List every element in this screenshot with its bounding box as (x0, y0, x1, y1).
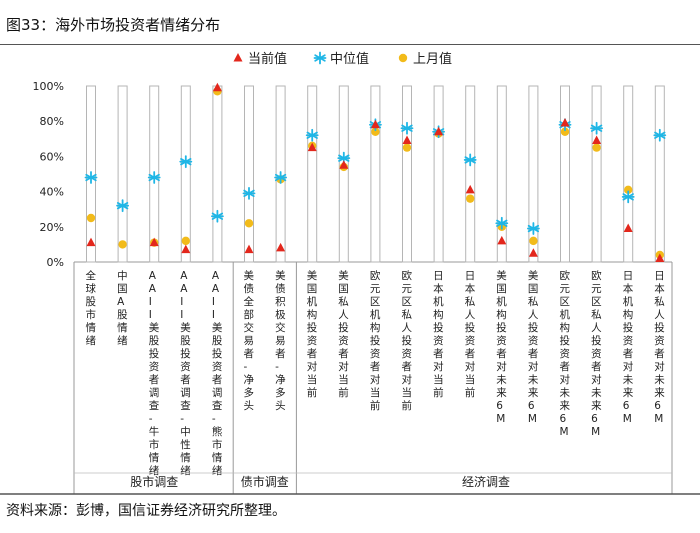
marker-median (463, 153, 477, 167)
range-bar (496, 85, 507, 263)
range-bar (370, 85, 381, 263)
marker-current (623, 223, 633, 233)
range-bar (623, 85, 634, 263)
legend-label-current: 当前值 (248, 51, 287, 67)
range-bar (465, 85, 476, 263)
marker-last_month (624, 185, 633, 195)
y-tick-label: 40% (40, 186, 64, 199)
marker-current (497, 235, 507, 245)
group-label: 经济调查 (462, 474, 510, 489)
group-label: 债市调查 (241, 474, 289, 489)
marker-current (465, 184, 475, 194)
marker-median (400, 121, 414, 135)
marker-median (274, 171, 288, 184)
marker-current (244, 244, 254, 254)
category-label: A A I I 美股投资者调查-中性情绪 (180, 270, 191, 477)
marker-last_month (118, 240, 127, 249)
y-tick-label: 20% (40, 221, 64, 234)
marker-median (653, 128, 667, 142)
range-bar (433, 85, 444, 263)
legend-marker-median (313, 51, 327, 65)
marker-median (527, 222, 540, 235)
marker-median (210, 209, 224, 223)
source-note: 资料来源：彭博，国信证券经济研究所整理。 (6, 503, 286, 519)
marker-current (592, 135, 602, 145)
y-tick-label: 80% (40, 115, 64, 128)
category-label: 欧元区机构投资者对未来 6 M (560, 270, 571, 438)
marker-last_month (529, 236, 538, 246)
category-label: 欧元区私人投资者对当前 (402, 270, 413, 412)
legend-marker-current (233, 53, 243, 62)
marker-median (305, 128, 319, 142)
range-bar (654, 85, 665, 263)
category-label: 美债全部交易者-净多头 (244, 269, 255, 412)
category-label: 美国私人投资者对未来 6 M (528, 269, 539, 425)
range-bar (212, 85, 223, 263)
range-bar (591, 85, 602, 263)
marker-last_month (466, 194, 475, 203)
category-label: 美国机构投资者对未来 6 M (496, 269, 507, 425)
legend-label-median: 中位值 (330, 51, 369, 67)
marker-last_month (592, 143, 601, 152)
category-label: 美国机构投资者对当前 (307, 269, 318, 399)
marker-median (621, 190, 635, 204)
range-bar (307, 85, 318, 263)
range-bar (117, 85, 128, 263)
category-label: 日本私人投资者对未来 6 M (654, 270, 665, 425)
marker-current (528, 248, 538, 257)
marker-current (181, 244, 191, 254)
marker-last_month (560, 127, 570, 136)
category-label: 欧元区机构投资者对当前 (370, 270, 381, 412)
y-tick-label: 0% (47, 256, 64, 269)
marker-median (84, 171, 98, 184)
range-bar (560, 85, 570, 263)
marker-current (276, 242, 286, 252)
marker-last_month (371, 127, 380, 136)
marker-current (560, 117, 570, 127)
marker-last_month (402, 143, 412, 152)
marker-median (242, 186, 256, 200)
marker-median (495, 216, 509, 230)
marker-current (402, 135, 412, 145)
range-bar (338, 85, 349, 263)
category-label: 全球股市情绪 (86, 269, 97, 347)
category-label: 美债积极交易者-净多头 (275, 269, 286, 412)
category-label: 美国私人投资者对当前 (338, 269, 349, 399)
y-tick-label: 60% (40, 150, 64, 163)
range-bar (180, 85, 191, 263)
category-label: A A I I 美股投资者调查-熊市情绪 (212, 270, 223, 477)
marker-current (212, 82, 222, 92)
figure-title: 图33：海外市场投资者情绪分布 (6, 16, 221, 34)
marker-last_month (181, 236, 190, 246)
marker-current (434, 126, 444, 136)
category-label: 日本机构投资者对未来 6 M (623, 270, 634, 425)
group-label: 股市调查 (130, 474, 178, 489)
marker-current (339, 160, 349, 169)
range-bar (528, 85, 539, 263)
marker-median (147, 171, 161, 184)
marker-median (116, 199, 130, 213)
category-label: 日本机构投资者对当前 (433, 270, 444, 399)
legend-marker-last_month (398, 53, 408, 63)
range-bar (402, 85, 412, 263)
category-label: 日本私人投资者对当前 (465, 270, 476, 399)
figure-title-bar: 图33：海外市场投资者情绪分布 (0, 0, 700, 45)
marker-current (307, 142, 317, 152)
marker-current (370, 119, 380, 129)
marker-current (86, 237, 96, 247)
marker-median (179, 155, 193, 169)
y-tick-label: 100% (33, 80, 64, 93)
marker-last_month (86, 213, 96, 223)
marker-last_month (244, 219, 254, 228)
category-label: A A I I 美股投资者调查-牛市情绪 (149, 270, 160, 477)
marker-current (655, 253, 665, 262)
range-bar (244, 85, 254, 263)
marker-median (590, 121, 603, 135)
category-label: 欧元区私人投资者对未来 6 M (591, 270, 602, 438)
category-label: 中国 A 股情绪 (117, 269, 128, 347)
legend-label-last_month: 上月值 (413, 51, 452, 67)
marker-current (149, 237, 159, 247)
